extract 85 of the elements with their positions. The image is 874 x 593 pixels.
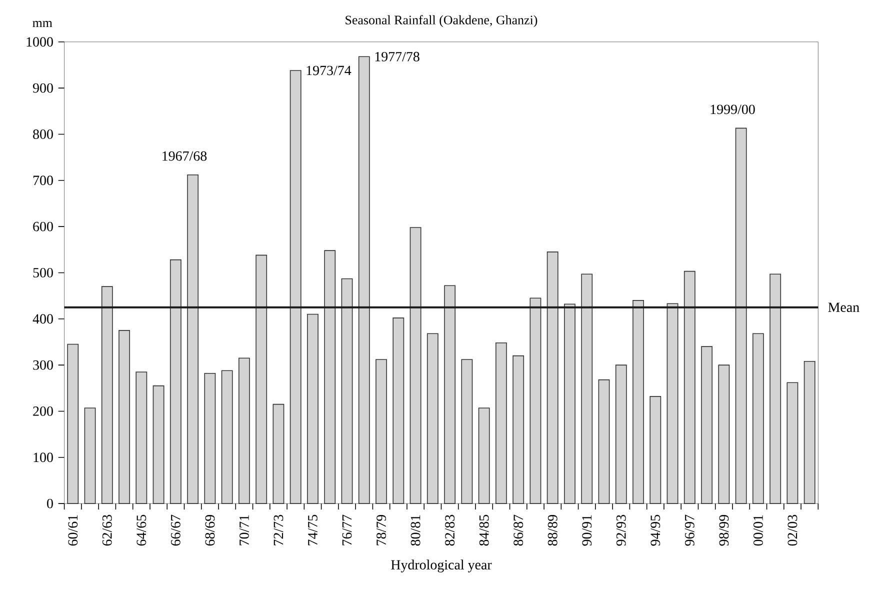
- bar: [564, 304, 576, 504]
- y-tick-label: 200: [33, 406, 53, 416]
- bar: [718, 364, 730, 504]
- y-tick-label: 500: [33, 268, 53, 278]
- annotation: 1973/74: [306, 66, 352, 76]
- bar: [786, 382, 798, 504]
- bar: [735, 128, 747, 504]
- x-tick-label: 62/63: [102, 514, 112, 546]
- x-tick-label: 00/01: [753, 515, 763, 546]
- bar: [118, 330, 130, 504]
- x-tick-label: 68/69: [205, 514, 215, 546]
- x-tick-label: 64/65: [136, 514, 146, 546]
- x-tick-label: 90/91: [582, 515, 592, 546]
- bar: [376, 358, 387, 504]
- bar: [598, 379, 610, 504]
- x-tick-label: 86/87: [514, 514, 524, 546]
- x-tick-label: 72/73: [274, 514, 284, 546]
- y-tick-label: 400: [32, 314, 53, 324]
- x-tick-label: 70/71: [240, 515, 249, 546]
- x-tick-label: 84/85: [479, 514, 489, 546]
- bar: [701, 346, 713, 504]
- bar: [221, 370, 233, 504]
- y-axis-title: mm: [32, 20, 52, 27]
- bar: [666, 303, 678, 504]
- bar: [307, 314, 318, 504]
- bar: [410, 226, 422, 504]
- x-tick-label: 82/83: [445, 514, 455, 546]
- bar: [152, 385, 164, 504]
- y-tick-label: 300: [33, 360, 53, 370]
- x-tick-label: 66/67: [170, 514, 180, 546]
- x-tick-label: 74/75: [308, 514, 318, 546]
- bar: [581, 274, 593, 504]
- bar: [67, 344, 79, 504]
- annotation: 1967/68: [162, 151, 207, 161]
- x-tick-label: 88/89: [548, 514, 558, 546]
- bar: [804, 360, 816, 504]
- x-tick-label: 98/99: [719, 514, 729, 546]
- y-tick-label: 800: [33, 129, 53, 139]
- ref-line-label: Mean: [828, 302, 860, 312]
- x-tick-label: 94/95: [650, 514, 660, 546]
- bar: [684, 270, 696, 504]
- bar: [170, 259, 182, 504]
- bar: [478, 407, 490, 504]
- bar: [187, 174, 199, 504]
- bar: [204, 372, 216, 504]
- y-tick-label: 100: [34, 452, 53, 462]
- x-tick-label: 80/81: [410, 515, 420, 546]
- y-tick-label: 1000: [26, 37, 53, 46]
- y-tick-label: 600: [33, 222, 53, 232]
- x-tick-label: 02/03: [788, 514, 798, 546]
- bar: [512, 355, 524, 504]
- bar: [324, 250, 336, 504]
- annotation: 1977/78: [375, 52, 420, 62]
- x-tick-label: 92/93: [616, 514, 626, 546]
- bar: [290, 70, 302, 504]
- bar: [101, 286, 113, 504]
- bar: [256, 254, 268, 504]
- bar: [238, 358, 250, 504]
- x-tick-label: 78/79: [376, 514, 386, 546]
- bar: [272, 404, 284, 504]
- x-tick-label: 96/97: [684, 514, 694, 546]
- x-axis-title: Hydrological year: [391, 560, 492, 572]
- y-tick-label: 700: [33, 176, 53, 185]
- bar: [546, 251, 558, 504]
- x-tick-label: 60/61: [68, 515, 78, 546]
- bar: [444, 285, 456, 504]
- bar: [84, 407, 96, 504]
- bar: [136, 371, 148, 504]
- bar: [632, 300, 644, 504]
- bar: [770, 274, 782, 504]
- bar: [461, 358, 473, 504]
- bar: [530, 298, 542, 504]
- bar: [426, 333, 438, 504]
- x-tick-label: 76/77: [342, 514, 352, 546]
- bar: [341, 278, 353, 504]
- bar: [495, 342, 507, 504]
- bar: [358, 56, 370, 504]
- bar: [650, 396, 662, 504]
- bar: [752, 333, 764, 504]
- y-tick-label: 900: [32, 83, 53, 93]
- annotation: 1999/00: [710, 104, 755, 114]
- y-tick-label: 0: [47, 498, 53, 508]
- chart-title: Seasonal Rainfall (Oakdene, Ghanzi): [346, 15, 538, 27]
- bar: [392, 317, 404, 504]
- bar: [615, 364, 627, 504]
